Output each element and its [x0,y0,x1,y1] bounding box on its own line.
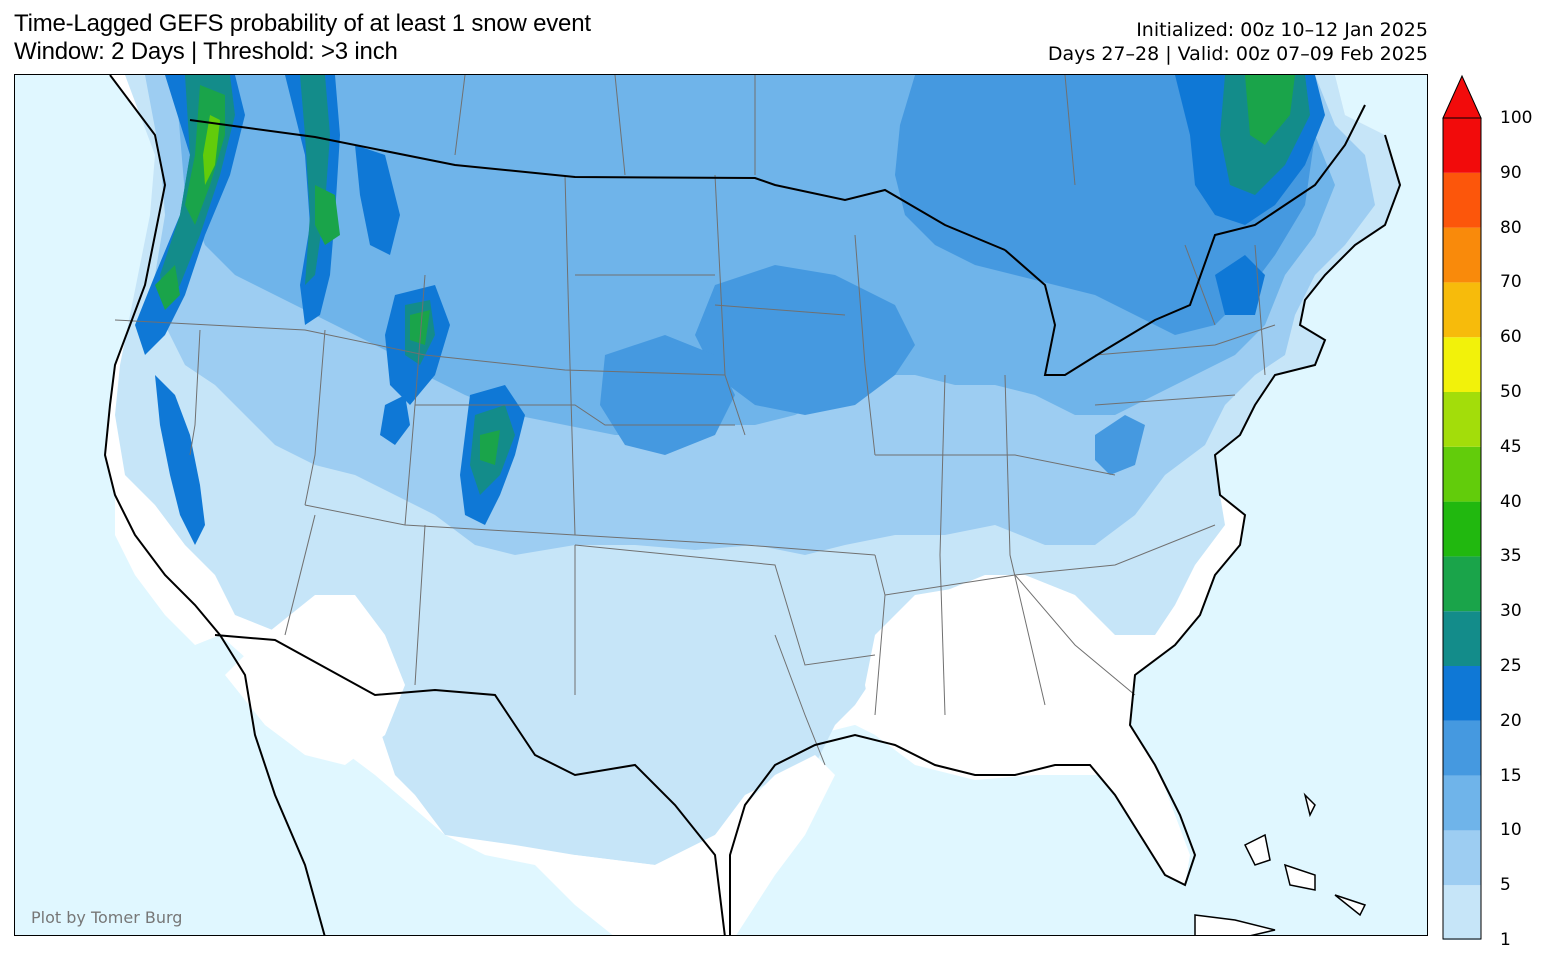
national-border [189,104,1366,935]
colorbar-tick-30: 30 [1500,601,1522,622]
map-panel: Plot by Tomer Burg [14,74,1428,936]
map-title: Time-Lagged GEFS probability of at least… [14,10,591,37]
colorbar-tick-15: 15 [1500,765,1522,786]
probability-shading [115,75,1400,935]
colorbar-tick-40: 40 [1500,491,1522,512]
colorbar-bin-5 [1443,830,1481,886]
colorbar-bin-70 [1443,227,1481,283]
prob-15-20-appalachia [1095,415,1145,475]
title-block: Time-Lagged GEFS probability of at least… [14,10,591,66]
colorbar [1442,74,1482,940]
colorbar-bin-15 [1443,720,1481,776]
colorbar-tick-90: 90 [1500,162,1522,183]
colorbar-tick-20: 20 [1500,710,1522,731]
colorbar-tick-5: 5 [1500,875,1511,896]
colorbar-bin-10 [1443,775,1481,831]
snow-probability-map [15,75,1427,935]
colorbar-tick-1: 1 [1500,930,1511,950]
colorbar-bin-25 [1443,611,1481,666]
colorbar-bin-1 [1443,885,1481,940]
colorbar-bin-80 [1443,172,1481,228]
colorbar-bin-40 [1443,446,1481,502]
no-prob-southwest [225,595,405,765]
run-info: Initialized: 00z 10–12 Jan 2025 Days 27–… [1048,18,1428,66]
colorbar-bin-50 [1443,337,1481,392]
gulf-of-mexico [730,725,1190,935]
colorbar-extend-arrow [1442,74,1482,119]
colorbar-bin-35 [1443,501,1481,557]
gulf-coastline [729,134,1402,935]
colorbar-bin-45 [1443,392,1481,447]
no-prob-texas [575,755,835,935]
colorbar-tick-35: 35 [1500,546,1522,567]
colorbar-tick-top: 100 [1500,108,1533,128]
colorbar-tick-10: 10 [1500,820,1522,841]
colorbar-bin-30 [1443,556,1481,612]
state-boundaries [114,75,1276,766]
colorbar-tick-80: 80 [1500,217,1522,238]
plot-credit: Plot by Tomer Burg [31,908,183,927]
caribbean-islands [1194,792,1367,935]
colorbar-bin-90 [1443,118,1481,173]
valid-time: Days 27–28 | Valid: 00z 07–09 Feb 2025 [1047,43,1428,65]
colorbar-bins [1442,117,1482,940]
prob-35-40 [203,115,220,185]
map-subtitle: Window: 2 Days | Threshold: >3 inch [14,38,398,65]
init-time: Initialized: 00z 10–12 Jan 2025 [1136,19,1428,41]
colorbar-bin-60 [1443,282,1481,338]
colorbar-tick-70: 70 [1500,272,1522,293]
no-prob-southeast [865,585,1135,780]
coastline [103,75,326,935]
colorbar-tick-25: 25 [1500,656,1522,676]
colorbar-tick-45: 45 [1500,436,1522,457]
colorbar-tick-60: 60 [1500,327,1522,348]
colorbar-bin-20 [1443,666,1481,721]
colorbar-tick-50: 50 [1500,382,1522,402]
no-prob-california [115,495,220,645]
